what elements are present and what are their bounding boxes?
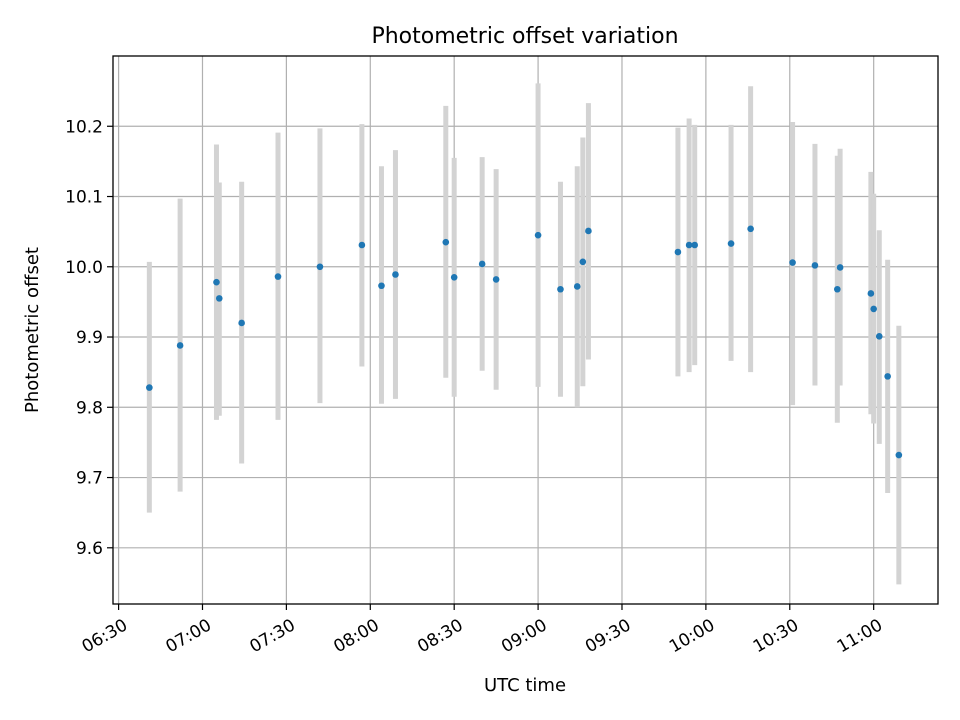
y-axis-ticks: 9.6 9.7 9.8 9.9 10.0 10.1 10.2 xyxy=(65,117,113,559)
y-tick-label: 9.7 xyxy=(76,469,103,489)
data-point xyxy=(316,263,324,271)
data-point xyxy=(789,259,796,266)
y-tick-label: 9.6 xyxy=(76,539,103,559)
data-point xyxy=(834,285,841,293)
data-point xyxy=(392,271,399,278)
data-point xyxy=(146,384,153,391)
data-point xyxy=(358,241,366,249)
data-point xyxy=(836,264,844,271)
data-point xyxy=(238,319,245,327)
plot-frame xyxy=(112,55,939,605)
data-point xyxy=(579,258,587,266)
data-point xyxy=(450,274,458,281)
data-point xyxy=(378,282,385,290)
data-point xyxy=(274,273,282,280)
data-point xyxy=(811,262,819,269)
data-point xyxy=(215,295,223,302)
data-point xyxy=(870,305,877,313)
data-point xyxy=(557,285,564,293)
y-tick-label: 10.2 xyxy=(65,117,103,137)
y-tick-label: 10.0 xyxy=(65,258,103,278)
data-point xyxy=(685,241,693,249)
data-point xyxy=(585,227,592,235)
data-point xyxy=(867,290,875,297)
data-point xyxy=(895,451,903,459)
data-point xyxy=(176,342,184,349)
y-axis-label: Photometric offset xyxy=(22,247,43,413)
data-point xyxy=(442,238,450,246)
data-point xyxy=(747,225,754,233)
y-tick-label: 9.8 xyxy=(76,398,103,418)
y-tick-label: 9.9 xyxy=(76,328,103,348)
marker-layer xyxy=(146,225,903,459)
data-point xyxy=(492,276,500,283)
data-point xyxy=(674,248,682,256)
data-point xyxy=(875,333,883,340)
data-point xyxy=(727,240,735,247)
y-tick-label: 10.1 xyxy=(65,188,103,208)
x-axis-label: UTC time xyxy=(484,675,566,696)
chart-title: Photometric offset variation xyxy=(371,24,678,49)
data-point xyxy=(884,373,891,380)
data-point xyxy=(478,260,486,268)
data-point xyxy=(213,278,220,286)
data-point xyxy=(573,283,581,290)
data-point xyxy=(691,241,698,249)
data-point xyxy=(534,231,542,239)
